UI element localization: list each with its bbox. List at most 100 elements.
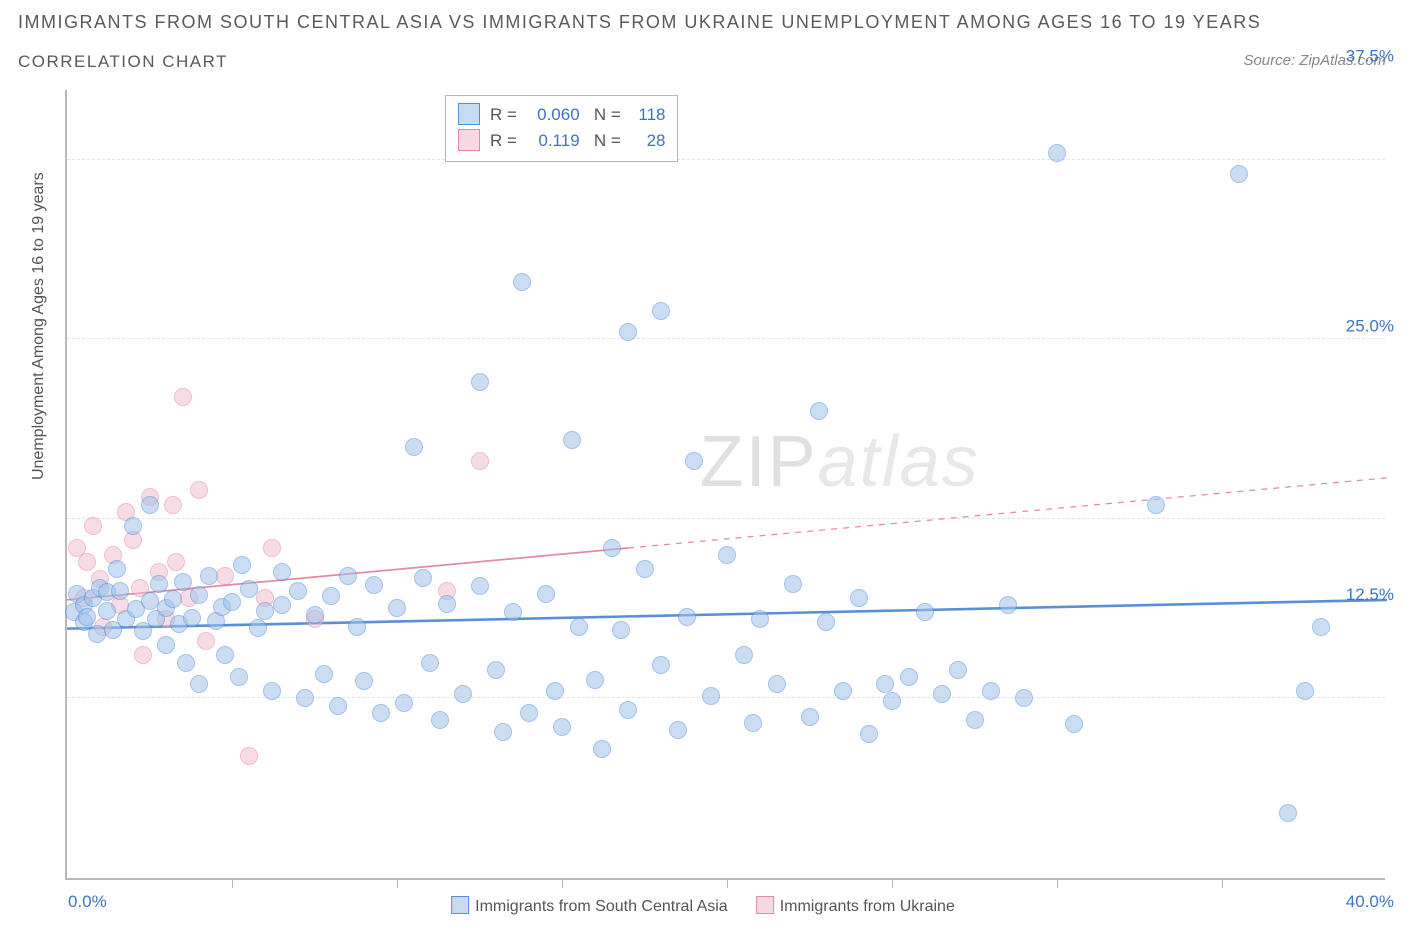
scatter-point [678,608,696,626]
scatter-point [395,694,413,712]
x-tick [1222,880,1223,888]
stat-r-value: 0.060 [522,102,580,128]
scatter-point [949,661,967,679]
scatter-point [454,685,472,703]
scatter-point [810,402,828,420]
scatter-point [124,517,142,535]
scatter-point [751,610,769,628]
scatter-point [603,539,621,557]
scatter-point [1015,689,1033,707]
y-axis-label: Unemployment Among Ages 16 to 19 years [30,172,48,480]
scatter-point [586,671,604,689]
x-tick [562,880,563,888]
scatter-point [593,740,611,758]
scatter-point [487,661,505,679]
scatter-point [1312,618,1330,636]
scatter-point [405,438,423,456]
stat-legend-row: R = 0.060 N = 118 [458,102,665,128]
scatter-point [273,563,291,581]
scatter-point [134,646,152,664]
scatter-point [817,613,835,631]
scatter-point [190,586,208,604]
scatter-point [982,682,1000,700]
scatter-point [504,603,522,621]
scatter-point [157,636,175,654]
plot-area: ZIPatlas [65,90,1385,880]
scatter-point [546,682,564,700]
legend-item: Immigrants from South Central Asia [451,896,728,916]
scatter-point [322,587,340,605]
scatter-point [612,621,630,639]
scatter-point [190,481,208,499]
scatter-point [296,689,314,707]
scatter-point [388,599,406,617]
scatter-point [933,685,951,703]
legend-item: Immigrants from Ukraine [756,896,955,916]
stat-legend: R = 0.060 N = 118R = 0.119 N = 28 [445,95,678,162]
legend-label: Immigrants from South Central Asia [475,898,728,915]
scatter-point [966,711,984,729]
legend-label: Immigrants from Ukraine [780,898,955,915]
chart-title-line2: CORRELATION CHART [18,52,228,72]
scatter-point [348,618,366,636]
scatter-point [801,708,819,726]
scatter-point [98,602,116,620]
scatter-point [141,592,159,610]
scatter-point [256,602,274,620]
legend-swatch [458,129,480,151]
scatter-point [876,675,894,693]
scatter-point [216,646,234,664]
scatter-point [167,553,185,571]
scatter-point [471,452,489,470]
scatter-point [438,595,456,613]
scatter-point [216,567,234,585]
legend-swatch [756,896,774,914]
legend-swatch [451,896,469,914]
scatter-point [999,596,1017,614]
scatter-point [636,560,654,578]
scatter-point [702,687,720,705]
scatter-point [78,608,96,626]
x-tick [397,880,398,888]
scatter-point [1296,682,1314,700]
scatter-point [1147,496,1165,514]
scatter-point [141,496,159,514]
scatter-point [88,625,106,643]
scatter-point [471,577,489,595]
legend-swatch [458,103,480,125]
scatter-point [200,567,218,585]
scatter-point [1065,715,1083,733]
scatter-point [84,517,102,535]
scatter-point [619,701,637,719]
scatter-point [834,682,852,700]
scatter-point [652,302,670,320]
scatter-point [223,593,241,611]
scatter-point [339,567,357,585]
scatter-point [685,452,703,470]
scatter-point [513,273,531,291]
scatter-point [494,723,512,741]
scatter-point [1279,804,1297,822]
scatter-point [177,654,195,672]
stat-n-value: 28 [625,128,665,154]
scatter-point [900,668,918,686]
scatter-point [183,609,201,627]
scatter-point [414,569,432,587]
scatter-point [315,665,333,683]
scatter-point [197,632,215,650]
scatter-point [563,431,581,449]
chart-title-line1: IMMIGRANTS FROM SOUTH CENTRAL ASIA VS IM… [18,12,1261,33]
scatter-point [263,539,281,557]
scatter-point [233,556,251,574]
stat-r-value: 0.119 [522,128,580,154]
scatter-point [1048,144,1066,162]
bottom-legend: Immigrants from South Central Asia Immigr… [451,896,955,916]
stat-legend-row: R = 0.119 N = 28 [458,128,665,154]
x-tick [727,880,728,888]
scatter-point [471,373,489,391]
scatter-point [768,675,786,693]
y-tick-label: 50.0% [1346,0,1394,546]
scatter-point [108,560,126,578]
scatter-point [240,747,258,765]
scatter-point [652,656,670,674]
